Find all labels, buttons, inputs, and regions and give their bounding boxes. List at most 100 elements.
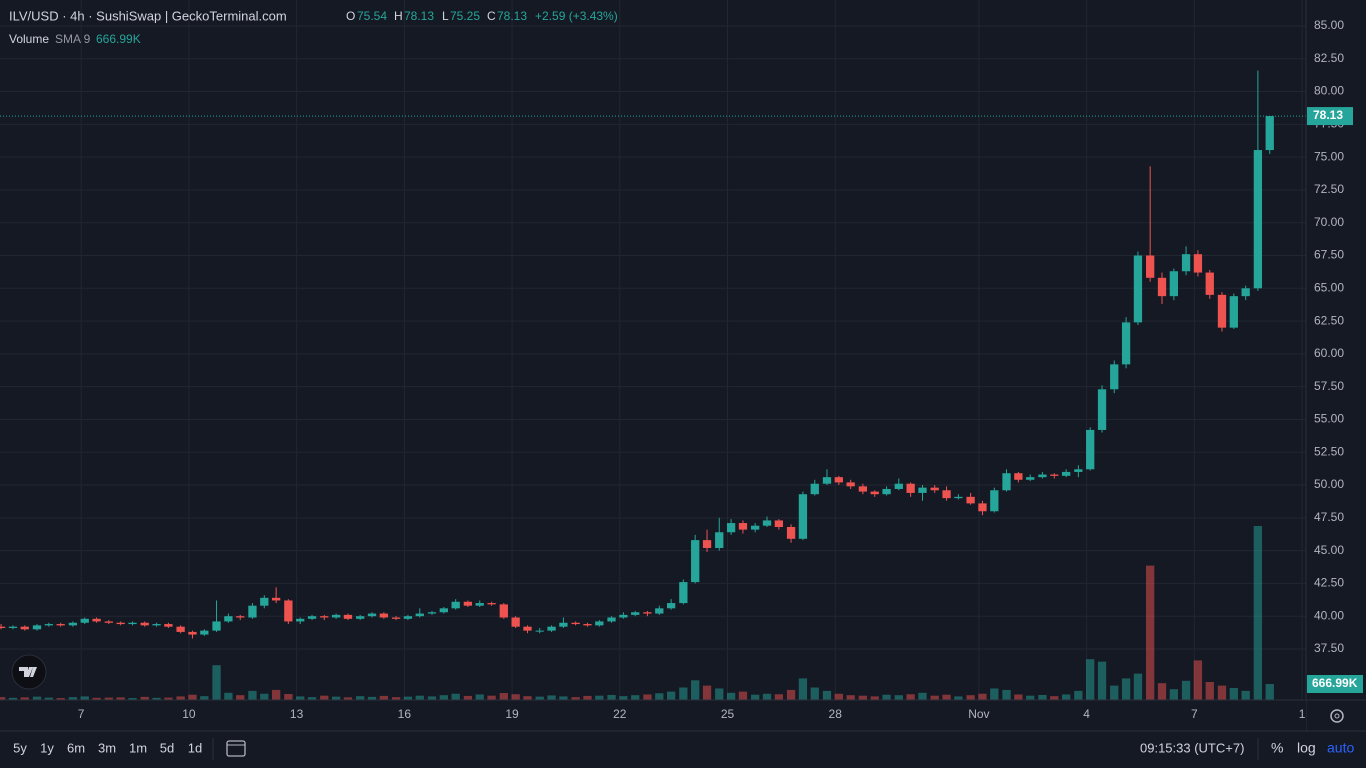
volume-bar (858, 695, 868, 700)
y-tick-label: 55.00 (1314, 412, 1344, 426)
volume-bar (128, 698, 137, 700)
x-tick-label: 13 (290, 707, 304, 721)
candle-body (271, 597, 281, 601)
x-tick-label: 7 (78, 707, 85, 721)
volume-bar (152, 697, 161, 700)
date-range-icon[interactable] (226, 740, 246, 757)
volume-bar (260, 693, 269, 700)
candle-body (870, 491, 879, 495)
candle-body (583, 624, 592, 626)
candle-body (559, 622, 568, 627)
y-tick-label: 40.00 (1314, 608, 1344, 622)
calendar[interactable] (226, 740, 246, 757)
gear[interactable] (1330, 709, 1344, 723)
auto-toggle[interactable]: auto (1327, 740, 1354, 756)
volume-bar (403, 696, 413, 700)
volume-bar (1133, 673, 1143, 700)
log-toggle[interactable]: log (1297, 740, 1316, 756)
volume-bar (80, 696, 89, 700)
range-button[interactable]: 3m (98, 740, 116, 755)
settings-icon[interactable] (1330, 709, 1344, 723)
candle-body (738, 523, 748, 530)
volume-bar (307, 697, 317, 700)
range-button[interactable]: 1y (40, 740, 54, 755)
volume-bar (774, 694, 784, 700)
candle-body (331, 614, 341, 618)
candle-body (248, 605, 257, 618)
ohlc-value: 78.13 (497, 9, 527, 23)
chart-title: ILV/USD · 4h · SushiSwap | GeckoTerminal… (9, 8, 287, 23)
volume-bar (1061, 694, 1071, 700)
y-tick-label: 80.00 (1314, 84, 1344, 98)
volume-bar (702, 685, 712, 700)
range-button[interactable]: 5y (13, 740, 27, 755)
volume-bar (104, 697, 113, 700)
candle-body (403, 616, 413, 619)
candle-body (631, 612, 640, 615)
candle-body (846, 482, 855, 487)
volume-bar (571, 697, 580, 700)
volume-bar (882, 694, 891, 700)
candle-body (1205, 272, 1214, 295)
volume-bar (20, 697, 29, 700)
candle-body (463, 601, 473, 606)
candle-body (128, 622, 137, 625)
candle-body (691, 540, 700, 583)
last-price-tag (1307, 107, 1353, 126)
y-tick-label: 82.50 (1314, 51, 1344, 65)
candle-body (858, 486, 868, 492)
candle-body (679, 582, 688, 604)
candle-body (882, 488, 891, 495)
candle-body (439, 608, 448, 613)
volume-bar (607, 694, 616, 700)
volume-bar (1014, 694, 1023, 700)
candle-body (702, 540, 712, 548)
candle-body (1157, 277, 1167, 297)
percent-toggle[interactable]: % (1271, 740, 1283, 756)
candle-body (1050, 474, 1059, 476)
range-button[interactable]: 5d (160, 740, 174, 755)
candle-body (810, 483, 819, 495)
volume-bar (188, 694, 197, 700)
range-button[interactable]: 1m (129, 740, 147, 755)
candle-body (188, 631, 197, 635)
candle-body (571, 622, 580, 625)
candle-body (451, 601, 460, 609)
ohlc-key: O (346, 9, 355, 23)
candle-body (1097, 389, 1107, 430)
volume-bar (978, 693, 987, 700)
volume-bar (535, 696, 544, 700)
volume-bar (595, 695, 604, 700)
y-tick-label: 47.50 (1314, 510, 1344, 524)
range-button[interactable]: 1d (188, 740, 202, 755)
last-price-label: 78.13 (1313, 108, 1343, 122)
candle-body (966, 496, 975, 504)
logo (11, 654, 47, 690)
volume-bar (1229, 688, 1238, 700)
volume-bar (547, 695, 556, 700)
y-tick-label: 65.00 (1314, 280, 1344, 294)
range-button[interactable]: 6m (67, 740, 85, 755)
volume-bar (164, 697, 173, 700)
candle-body (954, 496, 963, 499)
volume-bar (1026, 695, 1035, 700)
volume-bar (487, 695, 496, 700)
volume-bar (44, 697, 53, 700)
volume-bar (379, 695, 389, 700)
volume-bar (331, 696, 341, 700)
candle-body (68, 622, 78, 626)
candle-body (751, 525, 760, 530)
volume-bar (391, 697, 401, 700)
candle-body (80, 618, 89, 623)
volume-bar (68, 697, 78, 700)
candle-body (44, 624, 53, 626)
y-tick-label: 67.50 (1314, 248, 1344, 262)
volume-bar (451, 693, 460, 700)
ohlc-key: C (487, 9, 496, 23)
y-tick-label: 72.50 (1314, 182, 1344, 196)
y-tick-label: 37.50 (1314, 641, 1344, 655)
ohlc-value: 75.25 (450, 9, 480, 23)
candle-body (918, 487, 927, 493)
y-tick-label: 42.50 (1314, 576, 1344, 590)
candle-body (595, 621, 604, 626)
